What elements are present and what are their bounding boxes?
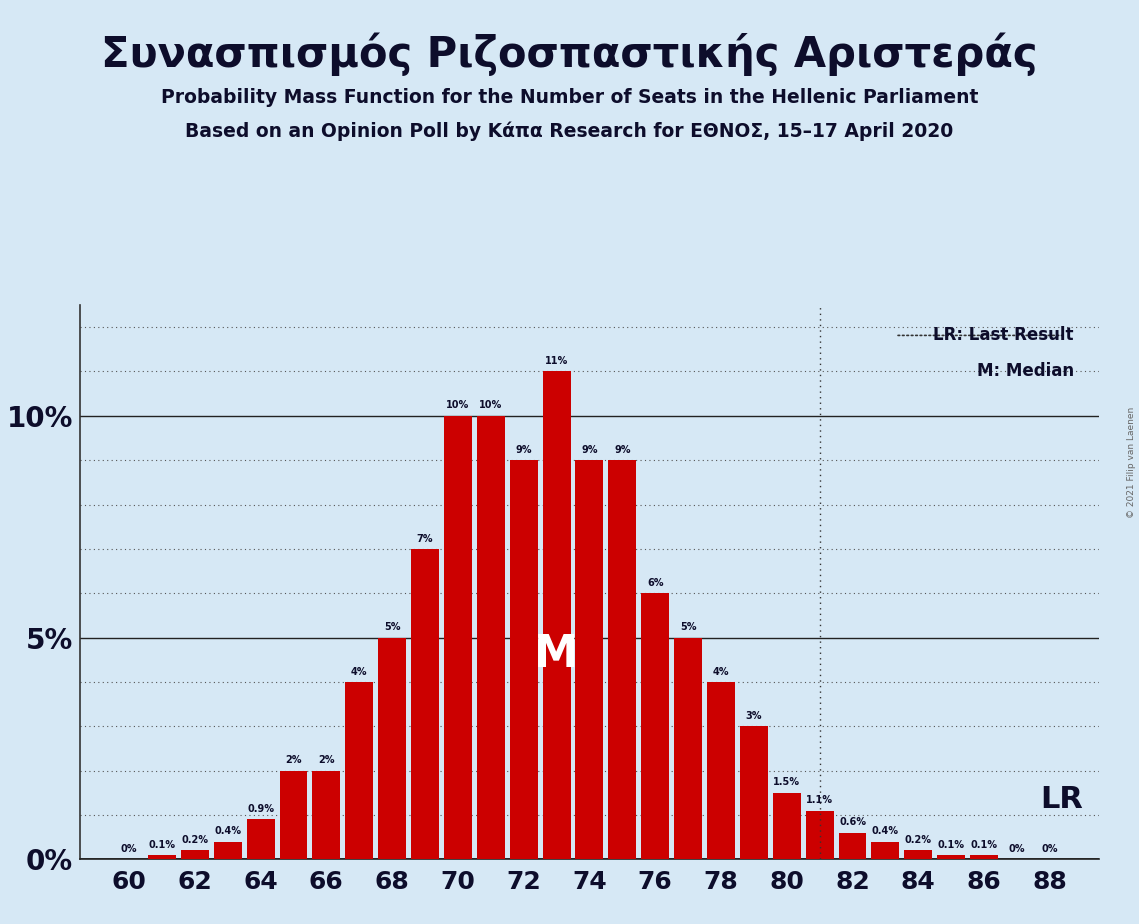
Bar	[674, 638, 702, 859]
Text: 5%: 5%	[384, 622, 401, 632]
Text: 0%: 0%	[1041, 844, 1058, 854]
Bar	[345, 682, 374, 859]
Text: LR: LR	[1040, 785, 1083, 814]
Bar	[312, 771, 341, 859]
Text: 2%: 2%	[318, 755, 335, 765]
Bar	[509, 460, 538, 859]
Bar	[411, 549, 439, 859]
Text: 10%: 10%	[480, 400, 502, 410]
Text: 3%: 3%	[746, 711, 762, 721]
Text: 2%: 2%	[285, 755, 302, 765]
Bar	[247, 820, 274, 859]
Bar	[477, 416, 505, 859]
Text: 1.5%: 1.5%	[773, 777, 801, 787]
Text: 0.4%: 0.4%	[214, 826, 241, 836]
Bar	[148, 855, 175, 859]
Text: 0.9%: 0.9%	[247, 804, 274, 814]
Bar	[279, 771, 308, 859]
Text: 0%: 0%	[1009, 844, 1025, 854]
Text: Probability Mass Function for the Number of Seats in the Hellenic Parliament: Probability Mass Function for the Number…	[161, 88, 978, 107]
Bar	[838, 833, 867, 859]
Text: 9%: 9%	[581, 444, 598, 455]
Text: 10%: 10%	[446, 400, 469, 410]
Bar	[378, 638, 407, 859]
Bar	[608, 460, 637, 859]
Bar	[444, 416, 472, 859]
Bar	[542, 371, 571, 859]
Text: © 2021 Filip van Laenen: © 2021 Filip van Laenen	[1126, 407, 1136, 517]
Bar	[641, 593, 670, 859]
Text: LR: Last Result: LR: Last Result	[933, 326, 1074, 345]
Text: 0.2%: 0.2%	[181, 835, 208, 845]
Text: Συνασπισμός Ριζοσπαστικής Αριστεράς: Συνασπισμός Ριζοσπαστικής Αριστεράς	[101, 32, 1038, 76]
Bar	[214, 842, 241, 859]
Text: 11%: 11%	[544, 356, 568, 366]
Text: 0.1%: 0.1%	[937, 840, 965, 849]
Text: 0.6%: 0.6%	[839, 818, 866, 827]
Text: 1.1%: 1.1%	[806, 796, 833, 805]
Text: 4%: 4%	[351, 666, 368, 676]
Text: 0.4%: 0.4%	[871, 826, 899, 836]
Text: 5%: 5%	[680, 622, 696, 632]
Bar	[871, 842, 900, 859]
Text: 0.2%: 0.2%	[904, 835, 932, 845]
Bar	[575, 460, 604, 859]
Text: M: Median: M: Median	[976, 362, 1074, 381]
Text: 7%: 7%	[417, 533, 433, 543]
Bar	[970, 855, 998, 859]
Bar	[805, 810, 834, 859]
Text: 9%: 9%	[516, 444, 532, 455]
Bar	[181, 850, 208, 859]
Bar	[772, 793, 801, 859]
Text: 0.1%: 0.1%	[148, 840, 175, 849]
Text: M: M	[534, 633, 579, 676]
Text: 6%: 6%	[647, 578, 663, 588]
Bar	[904, 850, 932, 859]
Text: 9%: 9%	[614, 444, 631, 455]
Text: 4%: 4%	[713, 666, 729, 676]
Text: 0.1%: 0.1%	[970, 840, 998, 849]
Text: Based on an Opinion Poll by Κάπα Research for ΕΘΝΟΣ, 15–17 April 2020: Based on an Opinion Poll by Κάπα Researc…	[186, 122, 953, 141]
Bar	[740, 726, 768, 859]
Text: 0%: 0%	[121, 844, 138, 854]
Bar	[937, 855, 965, 859]
Bar	[707, 682, 735, 859]
